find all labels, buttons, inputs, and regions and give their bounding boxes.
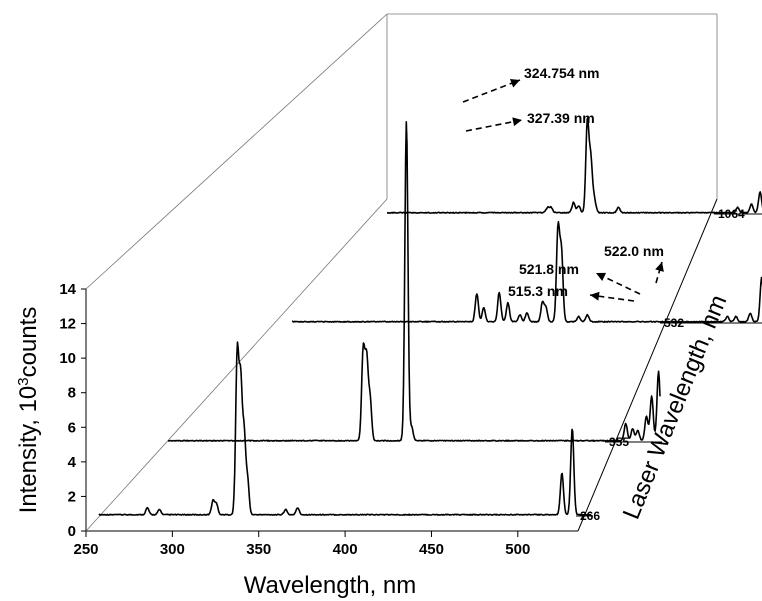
x-tick-label: 300 [160,541,185,558]
axes-frame [85,13,718,532]
y-axis-title: Intensity, 103counts [15,307,43,514]
depth-axis-line [577,198,718,532]
x-tick-label: 450 [419,541,444,558]
y-tick-label: 2 [68,488,76,505]
y-tick-label: 14 [59,281,76,298]
spectrum-trace-355 [167,121,661,442]
laser-wavelength-label: 1064 [718,207,745,221]
y-tick-label: 10 [59,350,76,367]
peak-annotation-label: 327.39 nm [527,110,595,126]
annotation-arrow [589,294,635,302]
peak-annotation-label: 522.0 nm [604,243,664,259]
spectrum-trace-266 [98,341,592,516]
peak-annotation-label: 521.8 nm [519,261,579,277]
annotation-arrowhead [512,117,522,127]
y-tick-label: 4 [68,454,77,471]
depth-edge-top [85,13,388,290]
spectrum-trace-532 [291,221,762,323]
y-tick-label: 0 [68,523,76,540]
laser-wavelength-labels: 266 355 532 1064 [576,207,762,523]
y-tick-label: 12 [59,316,76,333]
laser-wavelength-label: 266 [580,509,600,523]
x-axis-title: Wavelength, nm [244,572,417,599]
axis-ticks: 0 2 4 6 8 10 12 14 250 300 350 400 450 500 [59,281,530,558]
annotation-arrowhead [596,272,607,281]
annotation-arrow [655,261,663,284]
annotation-arrowhead [655,262,664,272]
peak-annotations: 324.754 nm 327.39 nm 522.0 nm 521.8 nm 515.3… [462,65,664,302]
laser-wavelength-label: 355 [609,435,629,449]
annotation-arrow [462,79,521,103]
peak-annotation-label: 515.3 nm [508,283,568,299]
y-tick-label: 8 [68,385,76,402]
x-tick-label: 250 [73,541,98,558]
x-tick-label: 500 [505,541,530,558]
x-tick-label: 400 [333,541,358,558]
spectrum-trace-1064 [386,117,762,214]
y-tick-label: 6 [68,419,76,436]
spectra-traces [98,117,762,516]
laser-wavelength-label: 532 [664,316,684,330]
annotation-arrowhead [509,79,520,88]
annotation-arrowhead [590,291,600,301]
x-tick-label: 350 [246,541,271,558]
peak-annotation-label: 324.754 nm [524,65,600,81]
